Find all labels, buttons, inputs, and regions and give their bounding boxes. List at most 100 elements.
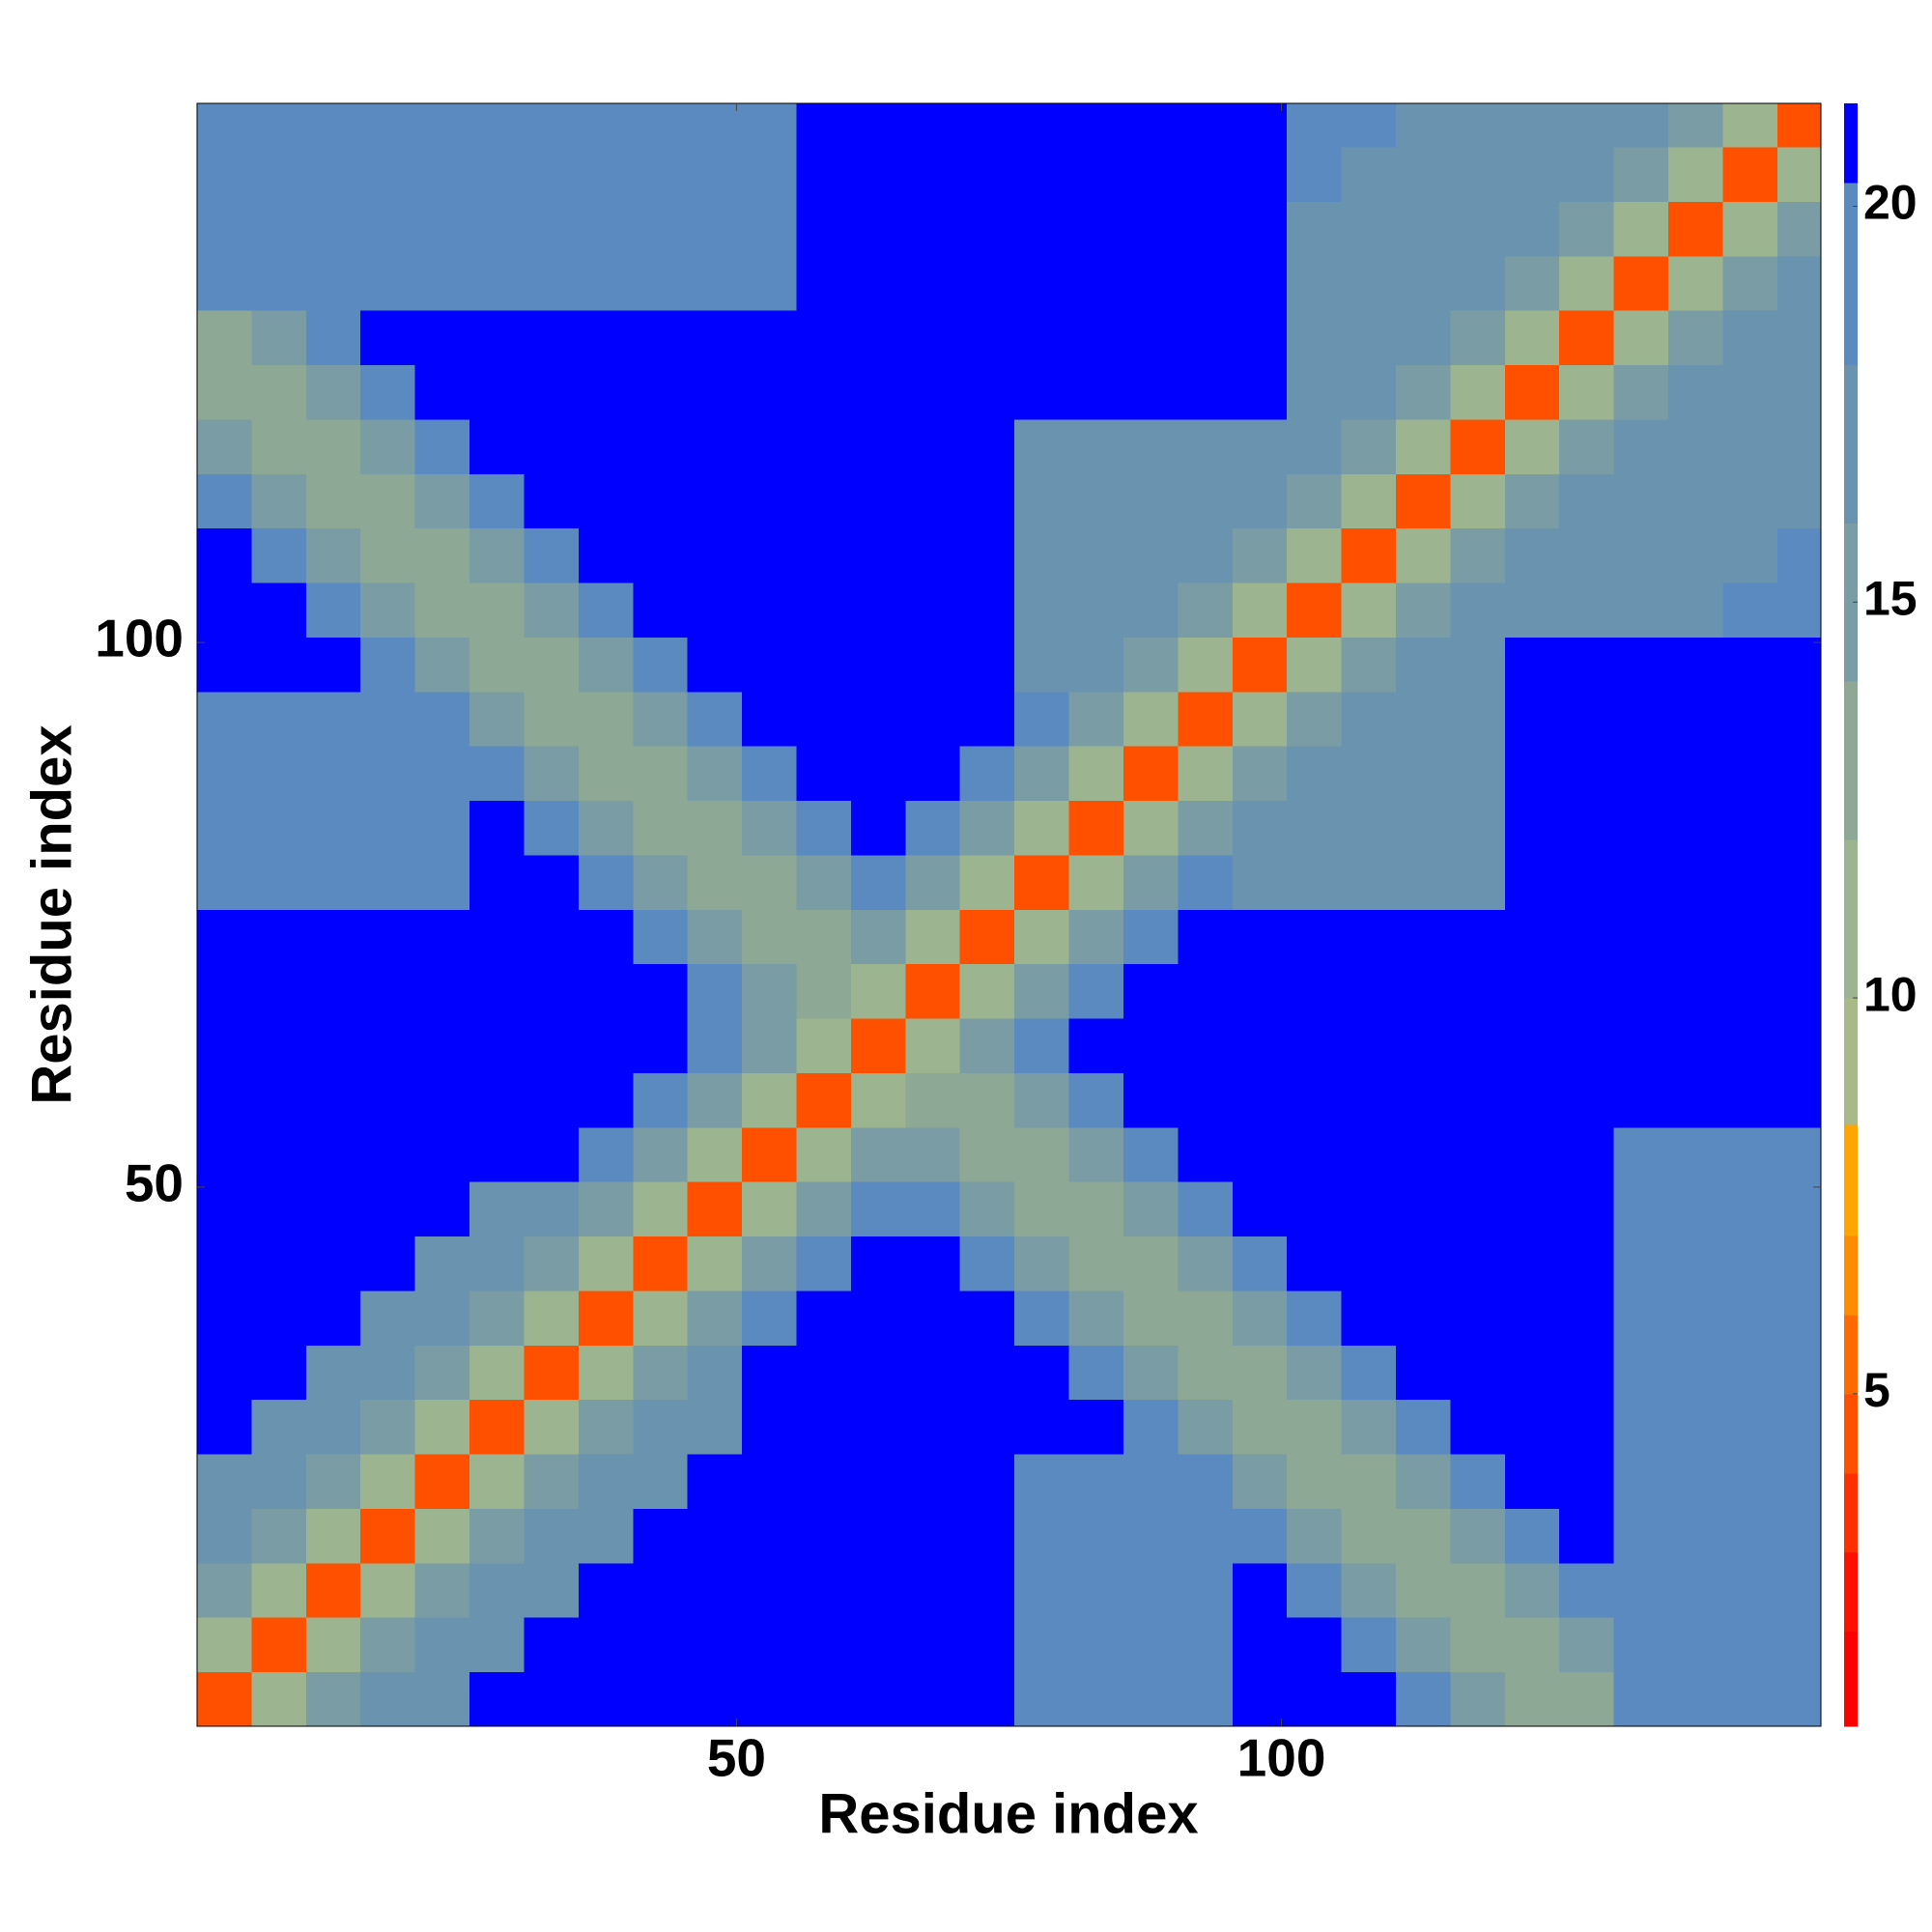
- heatmap-cell: [1504, 1454, 1560, 1509]
- heatmap-cell: [469, 1126, 525, 1182]
- heatmap-cell: [687, 1399, 743, 1455]
- heatmap-cell: [1504, 1236, 1560, 1292]
- heatmap-cell: [1341, 1126, 1397, 1182]
- heatmap-cell: [905, 527, 961, 583]
- heatmap-cell: [578, 1562, 634, 1618]
- heatmap-cell: [1178, 364, 1234, 420]
- heatmap-cell: [1559, 473, 1615, 529]
- heatmap-cell: [1122, 1072, 1179, 1128]
- heatmap-cell: [1068, 746, 1124, 802]
- heatmap-cell: [1559, 1018, 1615, 1073]
- heatmap-cell: [1450, 1236, 1506, 1292]
- heatmap-cell: [524, 691, 580, 747]
- heatmap-cell: [1559, 800, 1615, 856]
- heatmap-cell: [1178, 1126, 1234, 1182]
- heatmap-cell: [1776, 310, 1822, 366]
- heatmap-cell: [1122, 1562, 1179, 1618]
- heatmap-cell: [251, 473, 307, 529]
- heatmap-cell: [850, 310, 906, 366]
- heatmap-cell: [305, 1072, 361, 1128]
- heatmap-cell: [796, 1345, 852, 1401]
- heatmap-cell: [1341, 473, 1397, 529]
- heatmap-cell: [959, 637, 1015, 693]
- heatmap-cell: [1613, 255, 1669, 311]
- heatmap-cell: [850, 1399, 906, 1455]
- heatmap-cell: [414, 691, 470, 747]
- heatmap-cell: [197, 691, 252, 747]
- heatmap-cell: [1722, 1508, 1778, 1564]
- heatmap-cell: [1014, 1671, 1070, 1727]
- heatmap-cell: [850, 909, 906, 965]
- heatmap-cell: [959, 527, 1015, 583]
- heatmap-cell: [1722, 1454, 1778, 1509]
- heatmap-cell: [1776, 963, 1822, 1019]
- heatmap-cell: [469, 1454, 525, 1509]
- heatmap-cell: [1396, 1072, 1451, 1128]
- heatmap-cell: [742, 582, 798, 638]
- heatmap-cell: [633, 1236, 689, 1292]
- heatmap-cell: [305, 1508, 361, 1564]
- heatmap-cell: [1504, 1671, 1560, 1727]
- heatmap-cell: [1014, 418, 1070, 474]
- heatmap-cell: [305, 963, 361, 1019]
- heatmap-cell: [524, 582, 580, 638]
- heatmap-cell: [524, 103, 580, 148]
- heatmap-cell: [1559, 1562, 1615, 1618]
- heatmap-cell: [469, 201, 525, 257]
- heatmap-cell: [1504, 255, 1560, 311]
- heatmap-cell: [1122, 1454, 1179, 1509]
- heatmap-cell: [905, 364, 961, 420]
- heatmap-cell: [1122, 637, 1179, 693]
- heatmap-cell: [197, 1617, 252, 1673]
- heatmap-cell: [1122, 800, 1179, 856]
- heatmap-cell: [524, 1508, 580, 1564]
- heatmap-cell: [1450, 1454, 1506, 1509]
- heatmap-cell: [1668, 1671, 1723, 1727]
- heatmap-cell: [524, 1018, 580, 1073]
- heatmap-cell: [1122, 473, 1179, 529]
- heatmap-cell: [1122, 527, 1179, 583]
- heatmap-cell: [959, 800, 1015, 856]
- heatmap-cell: [687, 310, 743, 366]
- heatmap-cell: [1287, 1399, 1343, 1455]
- heatmap-cell: [1504, 1399, 1560, 1455]
- heatmap-cell: [1668, 1345, 1723, 1401]
- y-axis-title: Residue index: [20, 724, 83, 1104]
- heatmap-cell: [1613, 1671, 1669, 1727]
- heatmap-cell: [360, 473, 416, 529]
- heatmap-cell: [1504, 1508, 1560, 1564]
- heatmap-cell: [1722, 147, 1778, 202]
- heatmap-cell: [742, 1508, 798, 1564]
- heatmap-cell: [578, 800, 634, 856]
- heatmap-cell: [1178, 1671, 1234, 1727]
- heatmap-cell: [905, 637, 961, 693]
- heatmap-cell: [251, 201, 307, 257]
- heatmap-cell: [251, 637, 307, 693]
- heatmap-cell: [742, 1671, 798, 1727]
- heatmap-cell: [251, 310, 307, 366]
- heatmap-cell: [414, 527, 470, 583]
- heatmap-cell: [1068, 418, 1124, 474]
- heatmap-cell: [850, 1126, 906, 1182]
- heatmap-cell: [1068, 1072, 1124, 1128]
- heatmap-cell: [524, 1126, 580, 1182]
- heatmap-cell: [1341, 527, 1397, 583]
- heatmap-cell: [469, 1290, 525, 1346]
- heatmap-cell: [959, 909, 1015, 965]
- heatmap-cell: [360, 527, 416, 583]
- heatmap-cell: [1450, 310, 1506, 366]
- heatmap-cell: [1178, 1018, 1234, 1073]
- heatmap-cell: [251, 1508, 307, 1564]
- heatmap-cell: [1014, 1454, 1070, 1509]
- heatmap-cell: [1559, 691, 1615, 747]
- heatmap-cell: [1341, 1236, 1397, 1292]
- heatmap-cell: [251, 1454, 307, 1509]
- heatmap-cell: [1068, 1562, 1124, 1618]
- heatmap-cell: [1396, 800, 1451, 856]
- heatmap-cell: [1014, 1399, 1070, 1455]
- heatmap-cell: [1613, 418, 1669, 474]
- heatmap-cell: [1396, 637, 1451, 693]
- heatmap-cell: [905, 1508, 961, 1564]
- heatmap-cell: [1613, 527, 1669, 583]
- heatmap-cell: [1559, 582, 1615, 638]
